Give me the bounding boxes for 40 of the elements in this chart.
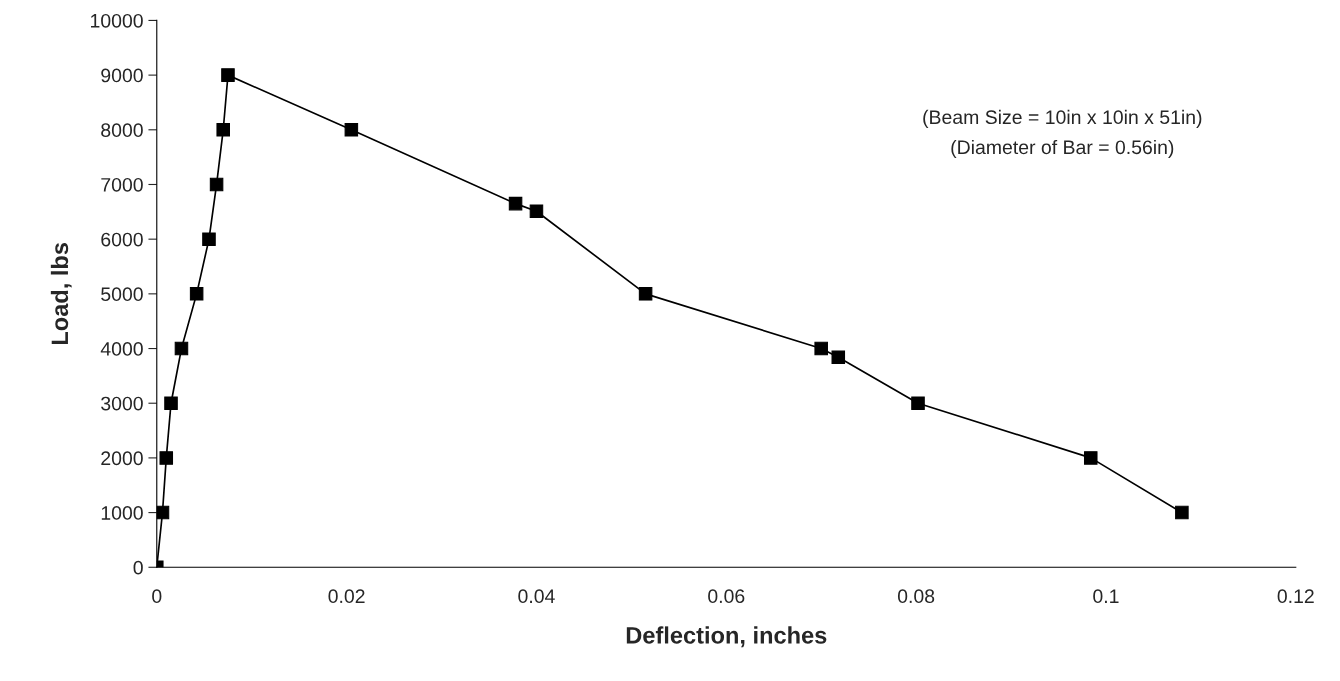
point [221,68,235,82]
x-tick-label: 0 [152,589,162,604]
y-tick-label: 6000 [101,232,143,247]
y-tick-label: 5000 [101,287,143,302]
x-tick-label: 0.12 [1277,589,1314,604]
point [202,232,216,246]
point [814,341,828,356]
point [174,341,189,356]
y-tick-label: 1000 [101,506,143,520]
point [529,204,544,219]
point [159,451,174,465]
point [831,350,846,365]
point [344,123,359,137]
x-tick-label: 0.04 [518,589,555,604]
annotation: (Diameter of Bar = 0.56in) [951,139,1174,158]
y-tick-label: 0 [133,560,143,575]
point [189,287,204,301]
point [508,196,523,211]
y-tick-label: 7000 [101,177,143,192]
y-tick-label: 3000 [101,396,143,411]
point [638,287,653,301]
point [1175,505,1189,520]
point [209,177,224,192]
point [156,505,170,520]
y-tick-label: 8000 [101,123,143,138]
x-axis-title: Deflection, inches [626,626,827,648]
y-tick-label: 4000 [100,342,143,356]
x-tick-label: 0.06 [708,589,745,604]
y-tick-label: 2000 [101,451,143,466]
x-tick-label: 0.1 [1093,589,1119,604]
annotation: (Beam Size = 10in x 10in x 51in) [923,109,1202,128]
x-tick-label: 0.08 [897,589,935,604]
x-tick-label: 0.02 [328,589,365,604]
point [216,123,230,137]
point [1083,451,1098,465]
y-tick-label: 9000 [101,68,143,83]
point [911,396,925,410]
point [164,396,178,410]
y-tick-label: 10000 [91,13,143,28]
y-axis-title: Load, lbs [50,243,72,345]
